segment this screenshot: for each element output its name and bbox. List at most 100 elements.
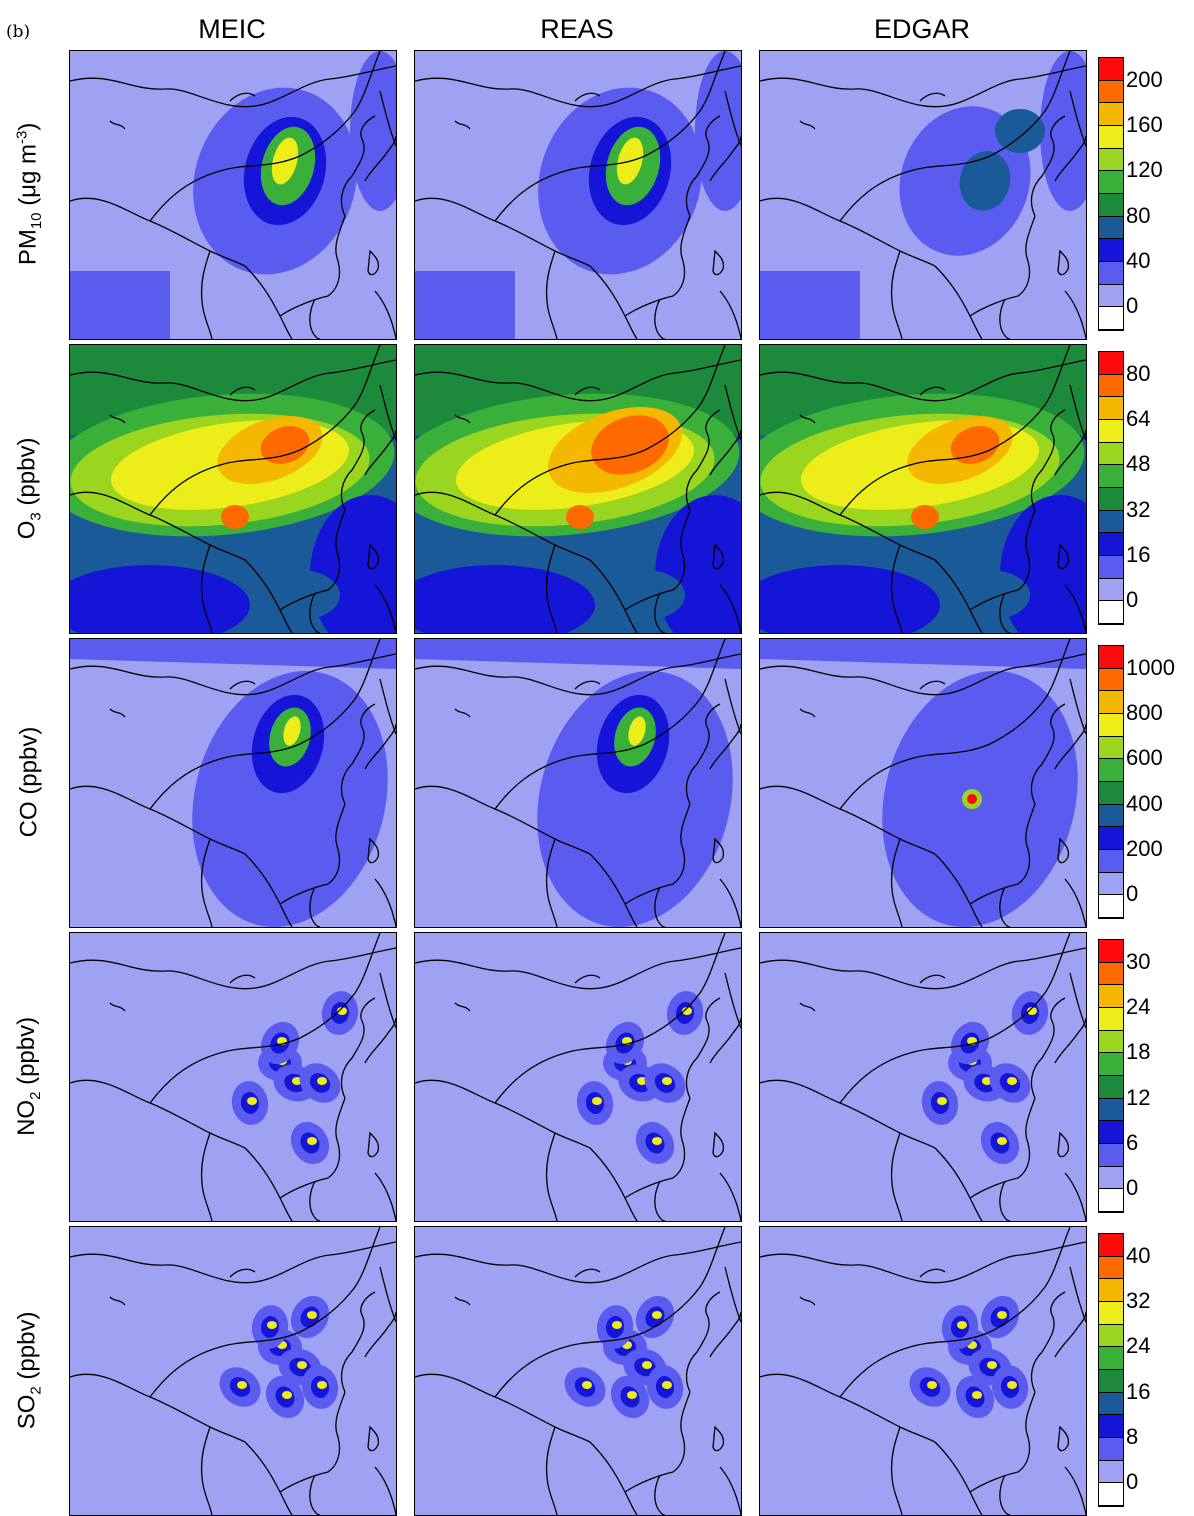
map-field: [415, 345, 741, 633]
row-label-o3: O3 (ppbv): [4, 344, 54, 632]
colorbar-tick-label: 1000: [1126, 654, 1175, 680]
colorbar-so2: [1098, 1233, 1124, 1507]
colorbar-tick-label: 24: [1126, 994, 1151, 1019]
colorbar-segment: [1099, 352, 1123, 375]
colorbar-tick-label: 30: [1126, 948, 1151, 974]
map-so2-meic: [69, 1226, 397, 1516]
map-field: [760, 1227, 1086, 1515]
map-field: [415, 933, 741, 1221]
panel-label: (b): [6, 22, 31, 42]
colorbar-tick-label: 80: [1126, 202, 1151, 228]
colorbar-segment: [1099, 668, 1123, 692]
species-subscript: 2: [27, 1091, 45, 1100]
colorbar-segment: [1099, 1143, 1123, 1167]
colorbar-segment: [1099, 1234, 1123, 1257]
map-field: [760, 639, 1086, 927]
colorbar-pm: [1098, 57, 1124, 331]
colorbar-segment: [1099, 1369, 1123, 1393]
colorbar-segment: [1099, 962, 1123, 986]
colorbar-segment: [1099, 216, 1123, 240]
colorbar-segment: [1099, 239, 1123, 262]
colorbar-segment: [1099, 510, 1123, 534]
colorbar-segment: [1099, 80, 1123, 104]
map-field: [760, 51, 1086, 339]
species-name: O: [13, 520, 41, 539]
species-subscript: 3: [27, 511, 45, 521]
colorbar-tick-label: 800: [1126, 700, 1163, 725]
colorbar-segment: [1099, 442, 1123, 466]
colorbar-tick-label: 16: [1126, 1378, 1151, 1404]
map-field: [70, 933, 396, 1221]
colorbar-segment: [1099, 985, 1123, 1008]
colorbar-segment: [1099, 284, 1123, 308]
colorbar-segment: [1099, 125, 1123, 149]
species-name: SO: [13, 1394, 41, 1429]
species-name: PM: [14, 229, 42, 266]
colorbar-tick-label: 600: [1126, 745, 1163, 771]
colorbar-segment: [1099, 940, 1123, 963]
unit-label: (ppbv): [13, 1311, 41, 1386]
colorbar-segment: [1099, 171, 1123, 194]
colorbar-no2: [1098, 939, 1124, 1213]
colorbar-segment: [1099, 193, 1123, 217]
colorbar-segment: [1099, 1437, 1123, 1461]
colorbar-segment: [1099, 419, 1123, 443]
colorbar-segment: [1099, 736, 1123, 760]
colorbar-segment: [1099, 1053, 1123, 1076]
colorbar-tick-label: 16: [1126, 542, 1151, 567]
colorbar-tick-label: 400: [1126, 790, 1163, 816]
colorbar-segment: [1099, 307, 1123, 330]
colorbar-segment: [1099, 1324, 1123, 1348]
colorbar-segment: [1099, 601, 1123, 624]
map-co-reas: [414, 638, 742, 928]
map-field: [70, 639, 396, 927]
map-field: [415, 639, 741, 927]
unit-label: (μg m: [14, 144, 42, 213]
species-subscript: 10: [27, 212, 45, 230]
colorbar-segment: [1099, 1460, 1123, 1484]
map-field: [415, 51, 741, 339]
map-o3-edgar: [759, 344, 1087, 634]
colorbar-segment: [1099, 1483, 1123, 1506]
map-no2-meic: [69, 932, 397, 1222]
map-field: [70, 51, 396, 339]
colorbar-segment: [1099, 487, 1123, 511]
colorbar-segment: [1099, 1256, 1123, 1280]
colorbar-segment: [1099, 374, 1123, 398]
colorbar-segment: [1099, 804, 1123, 828]
colorbar-segment: [1099, 759, 1123, 782]
map-so2-edgar: [759, 1226, 1087, 1516]
column-header-edgar: EDGAR: [873, 14, 971, 44]
colorbar-segment: [1099, 691, 1123, 714]
unit-label: (ppbv): [13, 1016, 41, 1092]
unit-suffix: ): [14, 122, 42, 131]
colorbar-segment: [1099, 1392, 1123, 1416]
colorbar-tick-label: 80: [1126, 360, 1151, 386]
colorbar-segment: [1099, 148, 1123, 172]
colorbar-tick-label: 40: [1126, 1242, 1151, 1268]
colorbar-segment: [1099, 103, 1123, 126]
map-pm-reas: [414, 50, 742, 340]
colorbar-segment: [1099, 1030, 1123, 1054]
colorbar-tick-label: 0: [1126, 587, 1139, 613]
colorbar-tick-label: 160: [1126, 112, 1163, 137]
colorbar-co: [1098, 645, 1124, 919]
colorbar-tick-label: 48: [1126, 451, 1151, 477]
map-pm-edgar: [759, 50, 1087, 340]
colorbar-tick-label: 12: [1126, 1084, 1151, 1110]
map-so2-reas: [414, 1226, 742, 1516]
colorbar-tick-label: 32: [1126, 496, 1151, 522]
map-no2-reas: [414, 932, 742, 1222]
unit-superscript: -3: [13, 130, 31, 145]
colorbar-segment: [1099, 1279, 1123, 1302]
colorbar-segment: [1099, 1301, 1123, 1325]
colorbar-segment: [1099, 578, 1123, 602]
colorbar-tick-label: 200: [1126, 836, 1163, 861]
map-co-meic: [69, 638, 397, 928]
colorbar-segment: [1099, 827, 1123, 850]
map-pm-meic: [69, 50, 397, 340]
colorbar-segment: [1099, 849, 1123, 873]
map-o3-meic: [69, 344, 397, 634]
species-name: CO: [15, 801, 43, 838]
